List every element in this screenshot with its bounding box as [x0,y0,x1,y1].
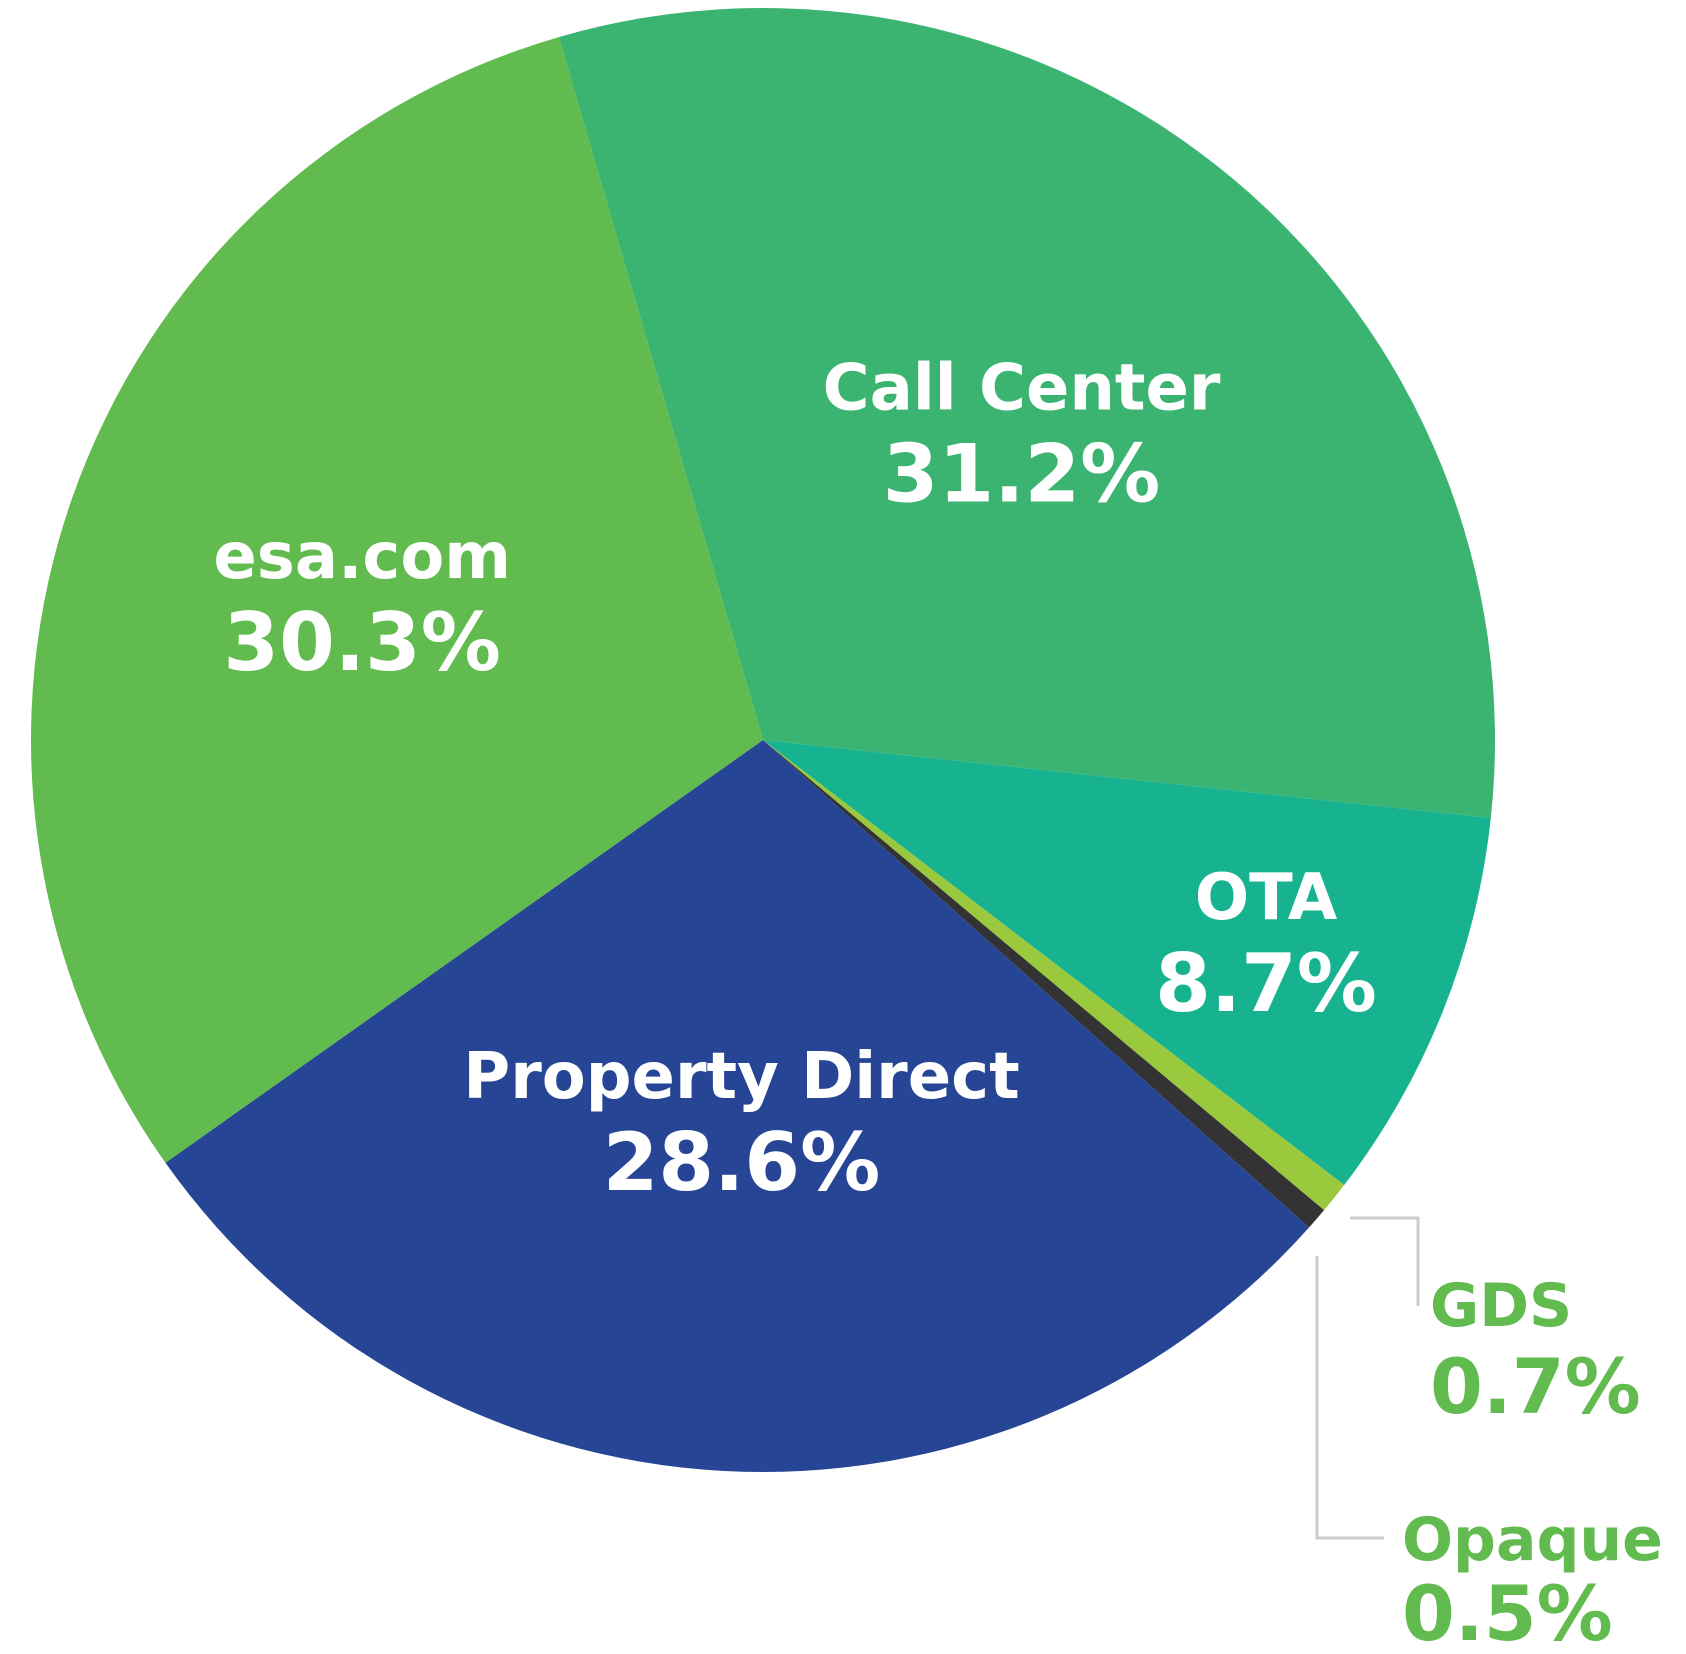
pie-slice-ota [763,740,1491,1186]
slice-label-ota: OTA [1195,861,1338,935]
pie-slice-gds [763,740,1345,1211]
callout-value-gds: 0.7% [1430,1342,1641,1431]
pie-slices [30,8,1495,1472]
slice-label-call-center: Call Center [823,351,1221,425]
slice-label-esa-com: esa.com [213,520,511,594]
slice-value-esa-com: 30.3% [223,596,501,689]
callout-label-gds: GDS [1430,1271,1572,1341]
slice-label-property-direct: Property Direct [463,1040,1019,1114]
slice-value-ota: 8.7% [1155,937,1377,1030]
callout-leader-lines [1315,1216,1420,1540]
pie-slice-property-direct [165,740,1310,1472]
callout-label-opaque: Opaque [1402,1505,1663,1575]
slice-value-call-center: 31.2% [883,427,1161,520]
pie-slice-call-center [558,8,1495,819]
pie-slice-opaque [763,740,1325,1228]
leader-line-gds [1350,1216,1420,1306]
leader-line-opaque [1315,1256,1384,1540]
pie-slice-esa-com [30,37,763,1163]
slice-value-property-direct: 28.6% [603,1116,881,1209]
callout-value-opaque: 0.5% [1402,1569,1613,1654]
